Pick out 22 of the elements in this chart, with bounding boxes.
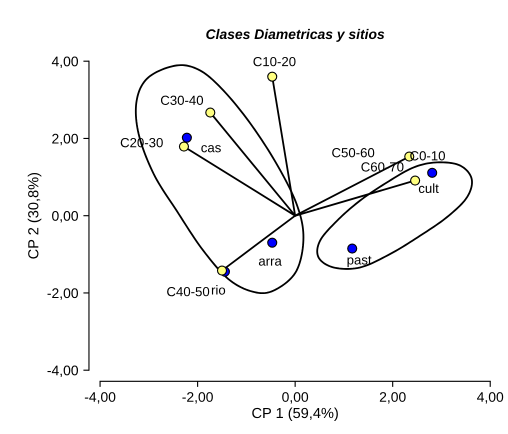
x-tick-label: 4,00 <box>477 392 504 404</box>
y-tick-label: 0,00 <box>52 211 78 223</box>
y-tick-label: 2,00 <box>52 134 78 146</box>
annotation: C30-40 <box>160 96 204 105</box>
annotation: rio <box>212 285 226 295</box>
annotation: past <box>348 256 372 268</box>
x-tick-label: -2,00 <box>182 392 213 404</box>
annotation: cas <box>201 145 221 152</box>
y-tick-label: 4,00 <box>52 56 78 68</box>
chart-title: Clases Diametricas y sitios <box>206 28 384 42</box>
y-axis-title: CP 2 (30,8%) <box>28 172 42 259</box>
annotation: C40-50 <box>167 286 210 296</box>
y-tick-label: -2,00 <box>48 288 78 300</box>
x-axis-title: CP 1 (59,4%) <box>252 407 338 422</box>
annotation: cult <box>418 183 439 194</box>
annotation: C50-60 <box>332 148 374 158</box>
x-tick-label: -4,00 <box>84 392 116 404</box>
annotation: C10-20 <box>253 56 296 66</box>
annotation: arra <box>258 258 282 266</box>
x-tick-label: 0,00 <box>282 392 308 404</box>
x-tick-label: 2,00 <box>380 392 406 404</box>
y-tick-label: -4,00 <box>48 366 78 378</box>
